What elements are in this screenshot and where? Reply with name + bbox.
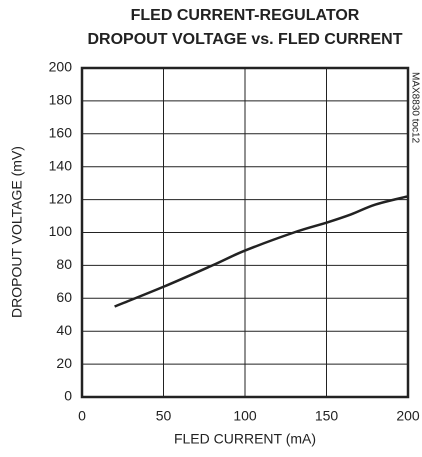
y-tick-label: 40 [56, 322, 72, 338]
y-tick-label: 180 [49, 92, 73, 108]
x-tick-label: 50 [156, 408, 172, 424]
y-tick-label: 60 [56, 289, 72, 305]
x-tick-label: 150 [315, 408, 339, 424]
annotation: MAX8830 toc12 [409, 72, 420, 144]
y-tick-label: 140 [49, 157, 73, 173]
x-tick-label: 100 [233, 408, 257, 424]
x-axis-label: FLED CURRENT (mA) [174, 431, 316, 447]
x-tick-label: 200 [396, 408, 420, 424]
chart-title: DROPOUT VOLTAGE vs. FLED CURRENT [88, 31, 403, 48]
chart-title: FLED CURRENT-REGULATOR [131, 7, 360, 24]
y-tick-label: 80 [56, 256, 72, 272]
x-tick-label: 0 [78, 408, 86, 424]
y-tick-label: 160 [49, 125, 73, 141]
plot-frame [80, 66, 410, 399]
data-line [114, 195, 409, 308]
y-tick-label: 20 [56, 355, 72, 371]
y-axis-label: DROPOUT VOLTAGE (mV) [9, 146, 25, 318]
y-tick-label: 100 [49, 223, 73, 239]
y-tick-label: 200 [49, 59, 73, 75]
y-tick-label: 120 [49, 190, 73, 206]
y-tick-label: 0 [64, 388, 72, 404]
